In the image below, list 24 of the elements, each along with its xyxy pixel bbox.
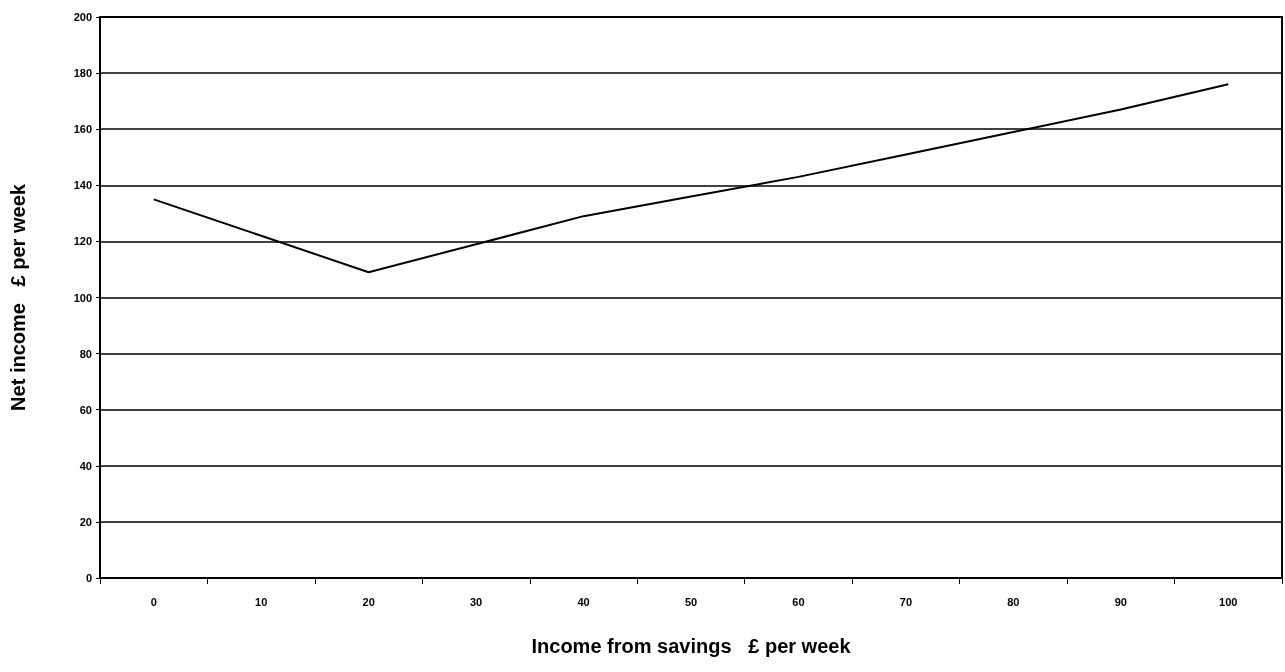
x-axis-title: Income from savings £ per week bbox=[531, 635, 852, 657]
y-tick-label: 120 bbox=[73, 235, 92, 248]
x-tick-label: 80 bbox=[1007, 595, 1020, 608]
y-tick-label: 100 bbox=[73, 291, 92, 304]
y-tick-label: 180 bbox=[73, 67, 92, 80]
y-tick-label: 0 bbox=[85, 572, 92, 584]
y-tick-label: 40 bbox=[79, 459, 92, 472]
x-tick-label: 40 bbox=[577, 595, 590, 608]
y-tick-label: 20 bbox=[79, 515, 92, 528]
y-axis-title: Net income £ per week bbox=[7, 183, 29, 411]
x-tick-label: 100 bbox=[1219, 595, 1238, 608]
x-tick-label: 90 bbox=[1114, 595, 1127, 608]
x-tick-label: 70 bbox=[899, 595, 913, 608]
x-tick-label: 0 bbox=[150, 595, 157, 608]
y-tick-label: 80 bbox=[79, 347, 92, 360]
x-tick-label: 20 bbox=[362, 595, 375, 608]
x-tick-label: 30 bbox=[469, 595, 483, 608]
y-tick-label: 200 bbox=[73, 11, 92, 23]
y-tick-label: 140 bbox=[73, 179, 92, 192]
x-tick-label: 60 bbox=[792, 595, 805, 608]
x-tick-label: 50 bbox=[684, 595, 698, 608]
x-tick-label: 10 bbox=[255, 595, 268, 608]
y-tick-label: 160 bbox=[73, 123, 92, 136]
y-tick-label: 60 bbox=[79, 403, 92, 416]
